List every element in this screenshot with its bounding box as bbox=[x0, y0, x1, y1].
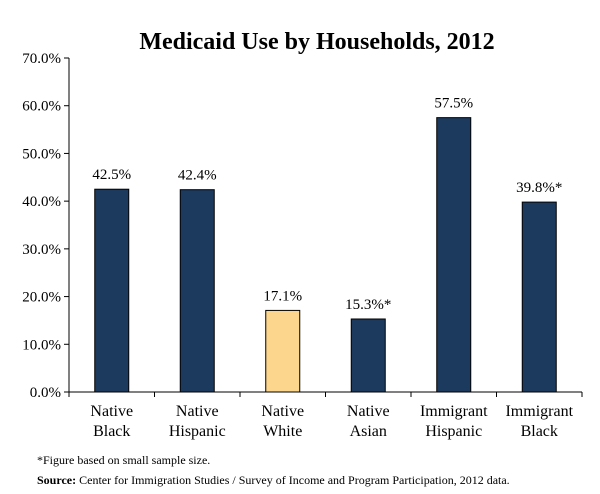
bar bbox=[350, 318, 386, 393]
y-tick-label: 20.0% bbox=[22, 290, 61, 306]
x-category-label: Black bbox=[93, 423, 130, 440]
x-category-label: Immigrant bbox=[420, 403, 488, 420]
y-tick-label: 50.0% bbox=[22, 146, 61, 162]
data-label: 17.1% bbox=[263, 288, 302, 304]
y-tick-label: 40.0% bbox=[22, 194, 61, 210]
x-category-label: Native bbox=[176, 403, 219, 420]
y-tick-label: 30.0% bbox=[22, 242, 61, 258]
bar bbox=[179, 189, 215, 393]
x-category-label: Native bbox=[90, 403, 133, 420]
source-text: Center for Immigration Studies / Survey … bbox=[76, 473, 510, 487]
data-label: 42.4% bbox=[178, 168, 217, 184]
x-category-label: Native bbox=[347, 403, 390, 420]
y-tick-label: 70.0% bbox=[22, 51, 61, 67]
x-category-label: Black bbox=[521, 423, 558, 440]
data-label: 57.5% bbox=[434, 96, 473, 112]
source-label: Source: bbox=[37, 473, 76, 487]
data-label: 39.8%* bbox=[516, 180, 562, 196]
bar bbox=[521, 201, 557, 393]
bars bbox=[94, 117, 557, 393]
y-axis-ticks: 0.0% 10.0% 20.0% 30.0% 40.0% 50.0% 60.0% 70.0% bbox=[22, 51, 69, 401]
y-tick-label: 0.0% bbox=[30, 385, 61, 401]
data-labels: 42.5% 42.4% 17.1% 15.3%* 57.5% 39.8%* bbox=[92, 96, 562, 313]
footnote-note: *Figure based on small sample size. bbox=[37, 453, 210, 467]
bar bbox=[94, 188, 130, 393]
data-label: 15.3%* bbox=[345, 297, 391, 313]
x-category-label: Hispanic bbox=[169, 423, 226, 440]
footnote-source: Source: Center for Immigration Studies /… bbox=[37, 473, 510, 487]
x-category-label: Hispanic bbox=[425, 423, 482, 440]
x-axis-labels: Native Black Native Hispanic Native White Nati… bbox=[90, 403, 573, 440]
bar bbox=[265, 309, 301, 393]
x-category-label: Immigrant bbox=[505, 403, 573, 420]
chart-title: Medicaid Use by Households, 2012 bbox=[139, 29, 494, 55]
data-label: 42.5% bbox=[92, 167, 131, 183]
x-category-label: Native bbox=[261, 403, 304, 420]
y-tick-label: 10.0% bbox=[22, 337, 61, 353]
x-category-label: Asian bbox=[350, 423, 387, 440]
bar bbox=[436, 117, 472, 393]
y-tick-label: 60.0% bbox=[22, 99, 61, 115]
x-axis bbox=[68, 391, 583, 397]
x-category-label: White bbox=[263, 423, 302, 440]
